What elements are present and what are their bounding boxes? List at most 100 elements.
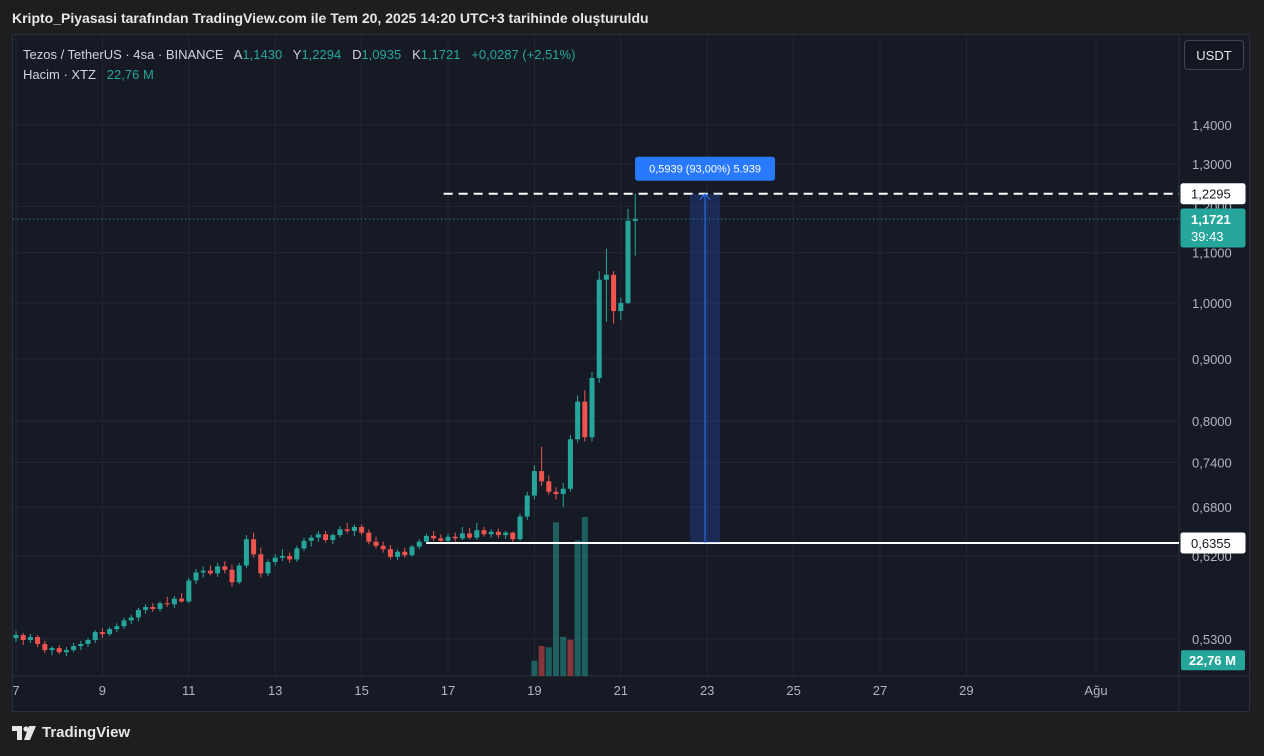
current-price-tag: 1,1721 (1191, 212, 1231, 227)
volume-bar (538, 645, 545, 676)
candle-down (222, 566, 228, 570)
volume-tag-box (1181, 650, 1245, 671)
time-tick-label: 17 (441, 683, 455, 698)
legend-high-label: Y (292, 47, 302, 62)
tradingview-logo-icon (12, 725, 36, 740)
support-price-tag: 0,6355 (1191, 536, 1231, 551)
measure-arrow-head-icon (699, 192, 711, 201)
chart-caption: Kripto_Piyasasi tarafından TradingView.c… (12, 10, 649, 26)
legend-volume-value: 22,76 M (106, 67, 154, 82)
time-tick-label: 7 (13, 683, 20, 698)
candle-up (589, 377, 595, 438)
time-tick-label: 23 (700, 683, 714, 698)
price-chart[interactable]: 0,5939 (93,00%) 5.9390,53000,62000,68000… (13, 35, 1250, 712)
time-tick-label: 25 (786, 683, 800, 698)
legend-open-value: 1,1430 (242, 47, 283, 62)
candle-up (575, 401, 581, 440)
candle-up (351, 526, 357, 532)
candle-up (114, 626, 120, 630)
candle-up (531, 471, 537, 496)
candle-down (539, 471, 545, 482)
candle-up (517, 516, 523, 540)
candle-up (603, 274, 609, 280)
price-tick-label: 1,1000 (1192, 246, 1232, 261)
candle-up (632, 219, 638, 221)
candle-up (171, 598, 177, 605)
candle-up (265, 562, 271, 574)
legend-volume-label: Hacim · XTZ (23, 67, 96, 82)
tradingview-footer: TradingView (12, 724, 130, 741)
resistance-price-tag-box (1180, 183, 1246, 205)
volume-bar (560, 636, 567, 676)
time-tick-label: 9 (99, 683, 106, 698)
candle-down (20, 635, 26, 640)
candle-up (236, 565, 242, 583)
candle-up (337, 529, 343, 536)
candle-up (445, 536, 451, 541)
currency-button[interactable]: USDT (1184, 40, 1244, 70)
candle-up (71, 646, 77, 651)
candle-down (481, 530, 487, 535)
time-tick-label: 13 (268, 683, 282, 698)
candle-up (474, 530, 480, 538)
candle-down (179, 598, 185, 602)
price-tick-label: 1,4000 (1192, 118, 1232, 133)
candle-up (143, 607, 149, 610)
time-tick-label: 19 (527, 683, 541, 698)
candle-up (524, 495, 530, 517)
time-tick-label: 27 (873, 683, 887, 698)
candle-up (416, 541, 422, 547)
candle-up (135, 609, 141, 618)
price-tick-label: 1,0000 (1192, 296, 1232, 311)
volume-bar (574, 540, 581, 676)
legend-volume-row: Hacim · XTZ 22,76 M (23, 65, 575, 85)
chart-legend: Tezos / TetherUS · 4sa · BINANCE A1,1430… (23, 45, 575, 85)
price-tick-label: 0,8000 (1192, 414, 1232, 429)
candle-down (452, 536, 458, 539)
volume-tag: 22,76 M (1189, 653, 1236, 668)
candle-down (611, 274, 617, 312)
candle-up (503, 532, 509, 536)
candle-down (229, 569, 235, 583)
candle-down (150, 607, 156, 609)
candle-down (387, 549, 393, 557)
candle-up (301, 540, 307, 549)
current-price-tag-box (1180, 208, 1246, 248)
volume-bar (545, 647, 552, 676)
candle-up (27, 637, 33, 640)
candle-up (459, 533, 465, 539)
legend-close-value: 1,1721 (420, 47, 461, 62)
time-tick-label: Ağu (1084, 683, 1107, 698)
time-tick-label: 11 (182, 683, 196, 698)
candle-down (99, 632, 105, 635)
candle-up (186, 580, 192, 602)
candle-up (128, 617, 134, 621)
candle-down (287, 556, 293, 560)
price-tick-label: 0,5300 (1192, 632, 1232, 647)
candle-down (258, 554, 264, 574)
candle-down (359, 526, 365, 533)
candle-down (431, 535, 437, 539)
legend-price-row: Tezos / TetherUS · 4sa · BINANCE A1,1430… (23, 45, 575, 65)
legend-low-label: D (352, 47, 362, 62)
chart-frame[interactable]: 0,5939 (93,00%) 5.939 0,5300 0,6200 0,6800 0… (12, 34, 1250, 712)
legend-open-label: A (233, 47, 243, 62)
candle-down (402, 551, 408, 556)
candle-up (315, 534, 321, 538)
candle-up (488, 531, 494, 535)
candle-up (395, 551, 401, 557)
candle-down (344, 529, 350, 532)
legend-low-value: 1,0935 (361, 47, 402, 62)
candle-up (409, 546, 415, 556)
volume-bar (581, 517, 588, 676)
candle-up (618, 303, 624, 312)
candle-up (560, 488, 566, 495)
legend-symbol: Tezos / TetherUS · 4sa · BINANCE (23, 47, 224, 62)
candle-down (582, 401, 588, 438)
resistance-price-tag: 1,2295 (1191, 187, 1231, 202)
candle-down (467, 533, 473, 538)
measure-label: 0,5939 (93,00%) 5.939 (649, 164, 761, 176)
time-tick-label: 29 (959, 683, 973, 698)
measure-label-box (635, 156, 776, 181)
current-price-tag-countdown: 39:43 (1191, 229, 1224, 244)
